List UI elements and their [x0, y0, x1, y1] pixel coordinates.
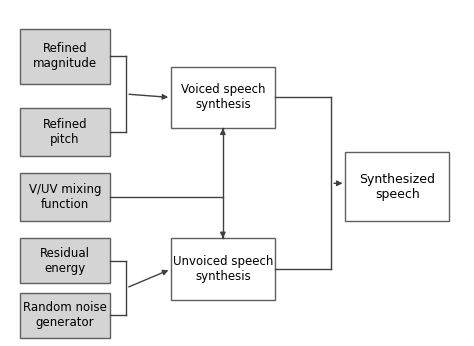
FancyBboxPatch shape — [346, 152, 449, 221]
Text: Residual
energy: Residual energy — [40, 246, 90, 274]
Text: Refined
pitch: Refined pitch — [43, 118, 87, 146]
FancyBboxPatch shape — [20, 108, 110, 156]
FancyBboxPatch shape — [20, 238, 110, 283]
Text: Unvoiced speech
synthesis: Unvoiced speech synthesis — [173, 255, 273, 283]
Text: Refined
magnitude: Refined magnitude — [33, 42, 97, 70]
FancyBboxPatch shape — [171, 238, 275, 300]
Text: Random noise
generator: Random noise generator — [23, 301, 107, 329]
FancyBboxPatch shape — [20, 173, 110, 221]
Text: Synthesized
speech: Synthesized speech — [359, 173, 435, 201]
Text: Voiced speech
synthesis: Voiced speech synthesis — [181, 83, 265, 111]
FancyBboxPatch shape — [20, 29, 110, 84]
FancyBboxPatch shape — [20, 293, 110, 338]
FancyBboxPatch shape — [171, 66, 275, 128]
Text: V/UV mixing
function: V/UV mixing function — [29, 183, 101, 211]
